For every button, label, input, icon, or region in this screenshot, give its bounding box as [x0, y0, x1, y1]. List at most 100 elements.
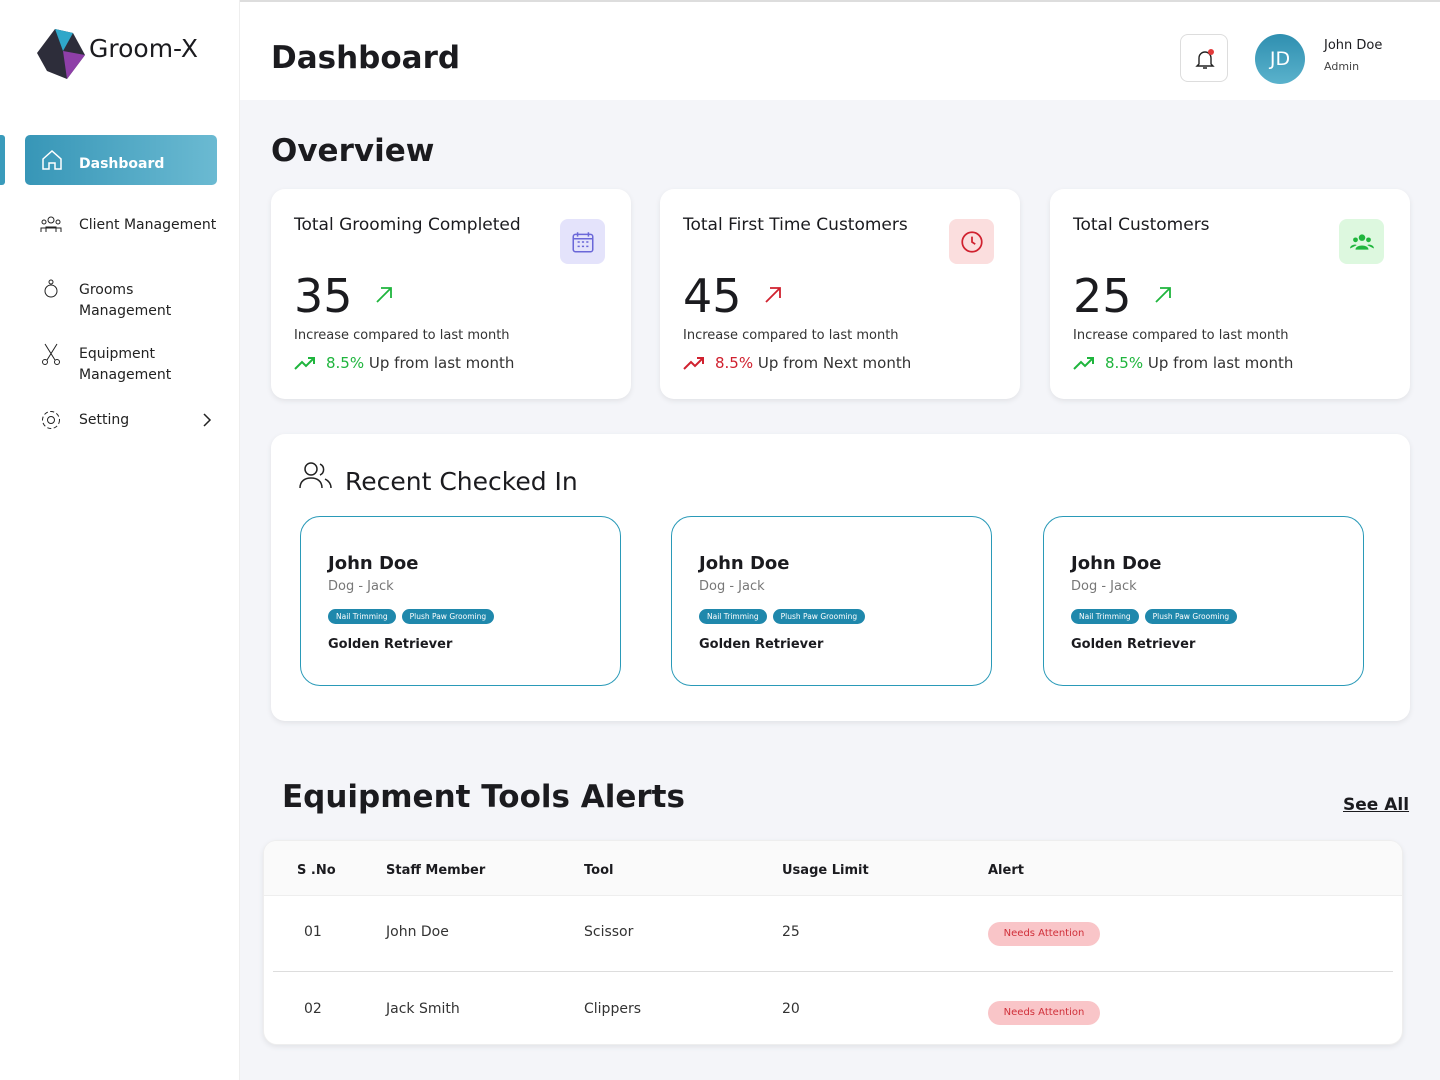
checkin-card: John Doe Dog - Jack Nail Trimming Plush Paw… [671, 516, 992, 686]
header: Dashboard JD John Doe Admin [240, 0, 1440, 100]
checkin-card: John Doe Dog - Jack Nail Trimming Plush Paw… [1043, 516, 1364, 686]
breed: Golden Retriever [699, 637, 824, 652]
service-tag: Plush Paw Grooming [401, 609, 495, 624]
active-indicator [0, 135, 5, 185]
pet-name: Dog - Jack [1071, 579, 1137, 594]
clients-icon [40, 216, 62, 232]
see-all-link[interactable]: See All [1343, 795, 1410, 815]
section-title: Overview [271, 133, 435, 169]
users-icon [299, 462, 332, 489]
section-title: Recent Checked In [345, 467, 578, 496]
pet-name: Dog - Jack [699, 579, 765, 594]
service-tag: Plush Paw Grooming [772, 609, 866, 624]
alert-badge: Needs Attention [988, 922, 1100, 946]
icon [1349, 233, 1374, 250]
nav-label: Dashboard [79, 156, 165, 172]
table-cell: 25 [782, 924, 800, 940]
breed: Golden Retriever [1071, 637, 1196, 652]
service-tag: Nail Trimming [699, 609, 767, 624]
avatar[interactable]: JD [1255, 34, 1305, 84]
table-cell: 20 [782, 1001, 800, 1017]
checkin-card: John Doe Dog - Jack Nail Trimming Plush Paw… [300, 516, 621, 686]
table-cell: 01 [304, 924, 322, 940]
trend-line [294, 357, 315, 370]
card-value: 25 [1073, 269, 1132, 323]
nav-item[interactable]: Grooms Management [79, 282, 172, 319]
card-change: 8.5% Up from last month [1105, 354, 1293, 372]
arrow-icon [376, 287, 392, 303]
change-value: 8.5% [1105, 354, 1144, 372]
change-text: Up from last month [368, 354, 515, 372]
bell-button[interactable] [1180, 34, 1228, 82]
brand: Groom-X [89, 34, 198, 63]
home-icon [42, 149, 62, 170]
trend-arrow [763, 285, 783, 309]
icon [960, 230, 983, 253]
card-icon [560, 219, 605, 264]
sidebar: Groom-X Dashboard Client Management Groo… [0, 0, 240, 1080]
trend-icon [1073, 355, 1095, 375]
nav-item[interactable]: Client Management [79, 217, 217, 233]
column-header: Usage Limit [782, 863, 869, 878]
card-note: Increase compared to last month [1073, 328, 1289, 343]
trend-line [683, 357, 704, 370]
breed: Golden Retriever [328, 637, 453, 652]
bell-icon [1195, 49, 1215, 69]
settings-icon [42, 411, 60, 429]
alert-badge: Needs Attention [988, 1001, 1100, 1025]
table-cell: Clippers [584, 1001, 641, 1017]
table-cell: Jack Smith [386, 1001, 460, 1017]
nav-active[interactable]: Dashboard [25, 135, 217, 185]
card-value: 35 [294, 269, 353, 323]
chevron [203, 413, 212, 427]
trend-line [1073, 357, 1094, 370]
icon [571, 231, 594, 253]
page-title: Dashboard [271, 40, 461, 76]
nav-item[interactable]: Setting [79, 412, 130, 428]
trend-arrow [374, 285, 394, 309]
card-title: Total First Time Customers [683, 215, 908, 235]
trend-icon [683, 355, 705, 375]
change-text: Up from Next month [757, 354, 912, 372]
column-header: Alert [988, 863, 1024, 878]
grooms-icon [44, 279, 58, 298]
user-role: Admin [1324, 60, 1360, 73]
service-tag: Plush Paw Grooming [1144, 609, 1238, 624]
card-icon [949, 219, 994, 264]
card-change: 8.5% Up from Next month [715, 354, 911, 372]
card-icon [1339, 219, 1384, 264]
tags: Nail Trimming Plush Paw Grooming [1071, 604, 1243, 624]
table-cell: Scissor [584, 924, 634, 940]
column-header: Tool [584, 863, 614, 878]
card-change: 8.5% Up from last month [326, 354, 514, 372]
change-value: 8.5% [715, 354, 754, 372]
table-cell: 02 [304, 1001, 322, 1017]
card-title: Total Grooming Completed [294, 215, 521, 235]
stat-card: Total Grooming Completed 35 Increase compa… [271, 189, 631, 399]
user-name: John Doe [1324, 38, 1383, 53]
arrow-icon [765, 287, 781, 303]
arrow-icon [1155, 287, 1171, 303]
tags: Nail Trimming Plush Paw Grooming [699, 604, 871, 624]
change-value: 8.5% [326, 354, 365, 372]
row-divider [273, 971, 1393, 972]
nav-item[interactable]: Equipment Management [79, 346, 172, 383]
alerts-table [263, 840, 1403, 1045]
section-title: Equipment Tools Alerts [282, 779, 685, 815]
trend-arrow [1153, 285, 1173, 309]
card-note: Increase compared to last month [683, 328, 899, 343]
column-header: S .No [297, 863, 336, 878]
service-tag: Nail Trimming [328, 609, 396, 624]
stat-card: Total Customers 25 Increase compared to la… [1050, 189, 1410, 399]
pet-name: Dog - Jack [328, 579, 394, 594]
pet-owner: John Doe [1071, 553, 1162, 574]
trend-icon [294, 355, 316, 375]
service-tag: Nail Trimming [1071, 609, 1139, 624]
tags: Nail Trimming Plush Paw Grooming [328, 604, 500, 624]
scissor-icon [42, 343, 60, 365]
card-note: Increase compared to last month [294, 328, 510, 343]
card-value: 45 [683, 269, 742, 323]
table-header [264, 841, 1402, 896]
card-title: Total Customers [1073, 215, 1210, 235]
